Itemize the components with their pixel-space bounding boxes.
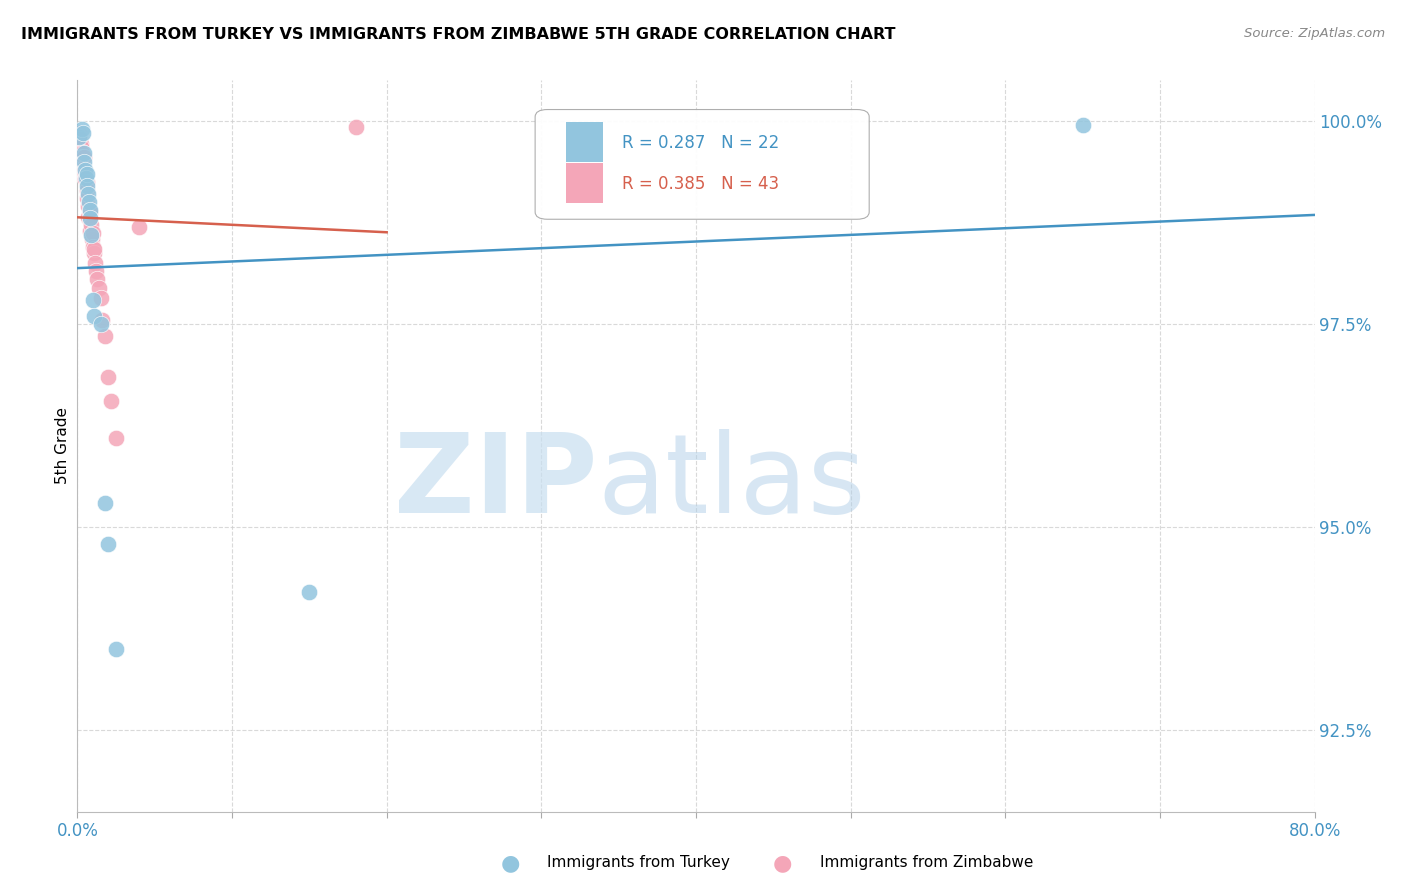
Point (77, 187, 100, 202)
Text: ZIP: ZIP (394, 429, 598, 536)
Text: R = 0.287   N = 22: R = 0.287 N = 22 (621, 134, 779, 153)
Point (83, 243, 105, 257)
Point (344, 120, 367, 135)
Text: ●: ● (501, 853, 520, 873)
Point (75, 170, 97, 185)
Point (100, 394, 122, 409)
Point (77, 195, 100, 210)
Point (80, 227, 103, 242)
Point (84, 256, 107, 270)
Point (84, 264, 107, 278)
Point (73, 164, 96, 178)
Point (87, 280, 110, 294)
Text: Immigrants from Turkey: Immigrants from Turkey (547, 855, 730, 871)
Point (79, 205, 101, 219)
Point (79, 213, 101, 227)
Point (79, 224, 101, 238)
Point (70, 122, 93, 136)
Point (79, 211, 101, 226)
Point (70, 146, 93, 161)
Point (72, 151, 94, 165)
Point (73, 170, 96, 185)
Point (75, 167, 96, 181)
Point (69, 136, 91, 151)
Point (76, 191, 98, 205)
Point (97, 536, 120, 550)
Point (67, 126, 90, 140)
Point (75, 172, 97, 186)
Text: Source: ZipAtlas.com: Source: ZipAtlas.com (1244, 27, 1385, 40)
Point (73, 161, 96, 175)
Point (82, 293, 104, 307)
Point (80, 218, 103, 232)
Point (72, 154, 94, 169)
Text: ●: ● (773, 853, 792, 873)
Bar (567, 163, 603, 203)
Point (76, 175, 98, 189)
Y-axis label: 5th Grade: 5th Grade (55, 408, 70, 484)
Point (69, 134, 91, 148)
Point (79, 203, 101, 218)
Point (86, 272, 108, 286)
Point (90, 317, 111, 331)
Point (76, 167, 98, 181)
Point (94, 329, 117, 343)
Point (67, 130, 90, 145)
Point (67, 130, 90, 145)
Point (97, 370, 120, 384)
Text: Immigrants from Zimbabwe: Immigrants from Zimbabwe (820, 855, 1033, 871)
Point (77, 210, 100, 224)
Point (94, 496, 117, 510)
Point (83, 245, 105, 260)
Point (70, 145, 93, 159)
Point (72, 151, 94, 165)
Point (105, 431, 127, 445)
Point (1071, 118, 1094, 132)
Text: IMMIGRANTS FROM TURKEY VS IMMIGRANTS FROM ZIMBABWE 5TH GRADE CORRELATION CHART: IMMIGRANTS FROM TURKEY VS IMMIGRANTS FRO… (21, 27, 896, 42)
Point (76, 183, 98, 197)
Point (80, 232, 103, 246)
Point (128, 219, 150, 234)
Point (72, 126, 94, 140)
Point (298, 585, 321, 599)
Point (75, 162, 96, 177)
Point (91, 313, 114, 327)
Point (90, 291, 111, 305)
FancyBboxPatch shape (536, 110, 869, 219)
Point (73, 154, 96, 169)
Point (76, 178, 98, 193)
Point (72, 146, 94, 161)
Text: R = 0.385   N = 43: R = 0.385 N = 43 (621, 175, 779, 194)
Point (77, 199, 100, 213)
Point (69, 132, 91, 146)
Bar (567, 122, 603, 162)
Point (72, 159, 94, 173)
Point (82, 240, 104, 254)
Text: atlas: atlas (598, 429, 866, 536)
Point (70, 140, 93, 154)
Point (105, 642, 127, 657)
Point (82, 226, 104, 240)
Point (83, 309, 105, 323)
